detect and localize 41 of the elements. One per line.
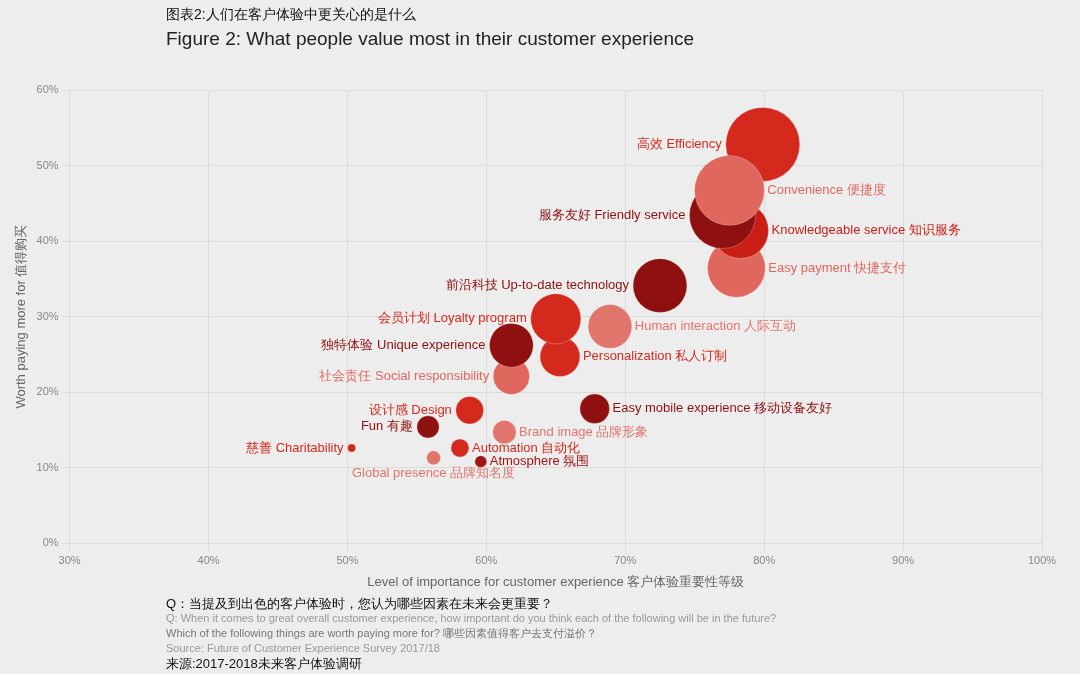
y-tick-label: 10% bbox=[36, 460, 59, 473]
y-tick-label: 60% bbox=[36, 83, 59, 96]
series-label: Knowledgeable service 知识服务 bbox=[771, 222, 961, 238]
series-label: Automation 自动化 bbox=[472, 439, 581, 455]
series-label: 独特体验 Unique experience bbox=[321, 336, 486, 352]
series-label: 社会责任 Social responsibility bbox=[319, 367, 490, 383]
series-label: Fun 有趣 bbox=[360, 418, 413, 434]
text: Q: When it comes to great overall customer experience, how important do you think each of the following will be in the future? bbox=[166, 611, 777, 626]
series-label: Convenience 便捷度 bbox=[767, 182, 886, 198]
chart-subtitle: Figure 2: What people value most in their customer experience bbox=[166, 28, 695, 50]
x-tick-label: 60% bbox=[475, 553, 498, 566]
y-tick-label: 20% bbox=[36, 385, 59, 398]
series-label: Easy payment 快捷支付 bbox=[768, 259, 907, 275]
series-label: Brand image 品牌形象 bbox=[519, 423, 649, 439]
x-tick-label: 90% bbox=[892, 553, 915, 566]
source-note: 来源:2017-2018未来客户体验调研 bbox=[166, 656, 363, 671]
x-tick-label: 30% bbox=[58, 553, 81, 566]
chart-title: 图表2:人们在客户体验中更关心的是什么 bbox=[166, 6, 416, 24]
y-tick-label: 0% bbox=[42, 536, 59, 549]
x-tick-label: 70% bbox=[614, 553, 637, 566]
series-label: 高效 Efficiency bbox=[636, 135, 723, 151]
series-label: Easy mobile experience 移动设备友好 bbox=[612, 400, 833, 416]
series-label: 会员计划 Loyalty program bbox=[377, 310, 527, 326]
y-tick-label: 40% bbox=[36, 234, 59, 247]
x-tick-label: 100% bbox=[1027, 553, 1057, 566]
text: Which of the following things are worth paying more for? 哪些因素值得客户去支付溢价？ bbox=[166, 626, 598, 641]
series-label: 服务友好 Friendly service bbox=[538, 206, 686, 222]
source-note: Source: Future of Customer Experience Survey 2017/18 bbox=[166, 641, 441, 656]
y-axis-title: Worth paying more for 值得购买 bbox=[13, 224, 29, 409]
series-label: Personalization 私人订制 bbox=[582, 348, 728, 364]
x-tick-label: 50% bbox=[336, 553, 359, 566]
series-label: 设计感 Design bbox=[368, 401, 452, 417]
series-label: 前沿科技 Up-to-date technology bbox=[445, 277, 630, 293]
x-tick-label: 40% bbox=[197, 553, 220, 566]
series-label: 慈善 Charitability bbox=[245, 439, 345, 455]
x-tick-label: 80% bbox=[753, 553, 776, 566]
series-label: Human interaction 人际互动 bbox=[634, 318, 796, 333]
x-axis-title: Level of importance for customer experience 客户体验重要性等级 bbox=[367, 573, 745, 589]
text: Q：当提及到出色的客户体验时，您认为哪些因素在未来会更重要？ bbox=[166, 596, 555, 611]
y-tick-label: 50% bbox=[36, 158, 59, 171]
y-tick-label: 30% bbox=[36, 309, 59, 322]
